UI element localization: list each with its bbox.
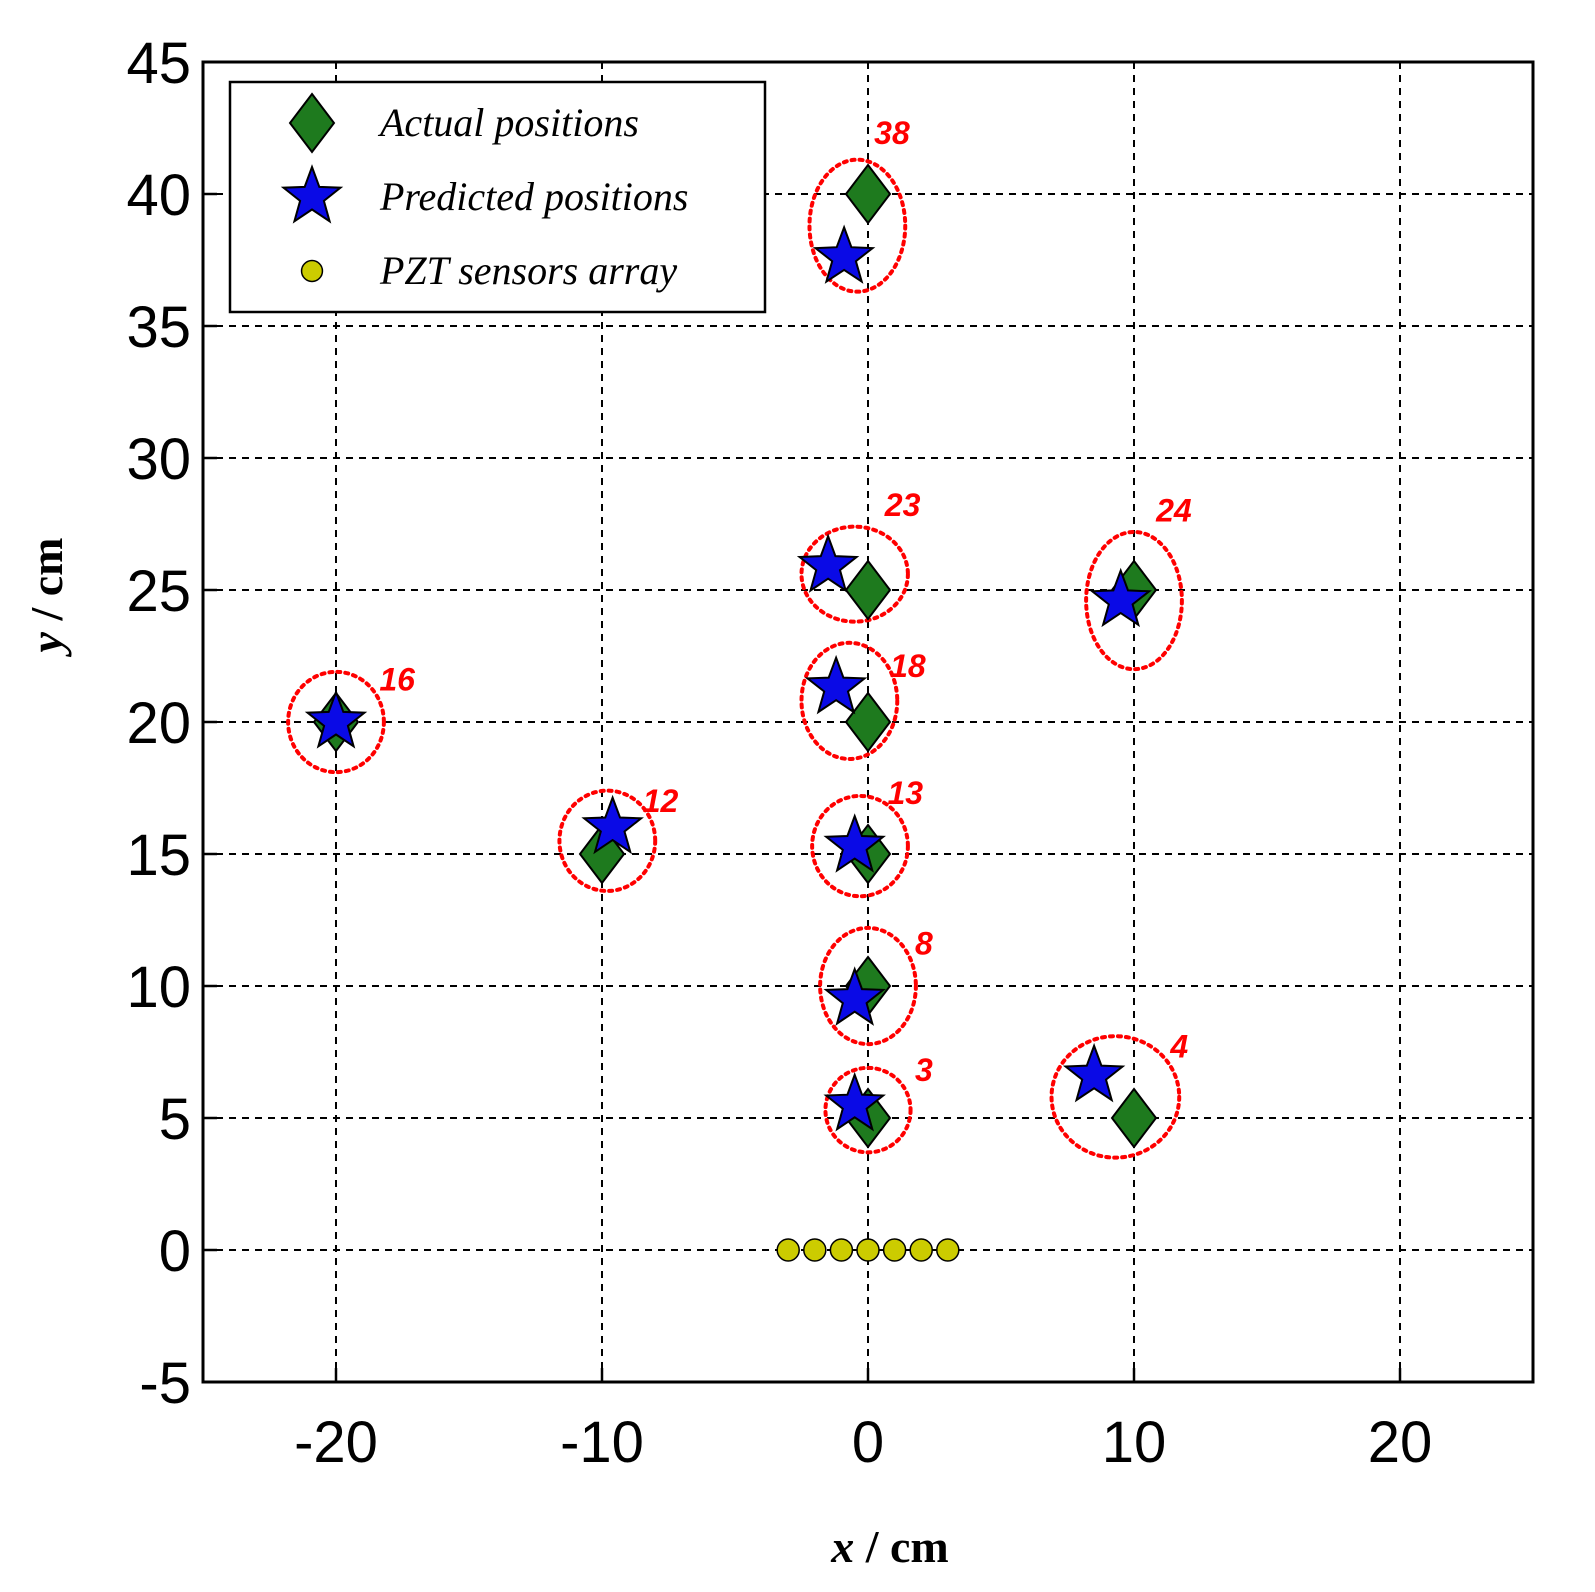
y-tick-label: 25 — [126, 559, 191, 624]
y-tick-label: 45 — [126, 31, 191, 96]
predicted-position-marker — [304, 689, 368, 749]
y-axis-unit: / cm — [21, 538, 72, 633]
actual-position-marker — [844, 559, 892, 621]
pzt-sensor-marker — [909, 1238, 933, 1262]
annotation-ellipse-18 — [799, 640, 900, 761]
pzt-sensor-marker — [829, 1238, 854, 1262]
annotation-label-23: 23 — [884, 487, 921, 523]
annotation-label-13: 13 — [887, 775, 923, 811]
y-tick-label: 30 — [126, 427, 191, 492]
predicted-position-marker — [823, 1071, 886, 1132]
pzt-sensor-marker — [803, 1238, 827, 1262]
plot-frame — [201, 60, 1535, 1384]
annotation-label-24: 24 — [1155, 492, 1192, 528]
x-axis-unit: / cm — [854, 1521, 949, 1572]
predicted-position-marker — [796, 533, 860, 593]
predicted-position-marker — [1089, 567, 1152, 628]
y-tick-label: 20 — [126, 691, 191, 756]
annotation-ellipse-3 — [823, 1065, 913, 1155]
y-axis-title: y / cm — [21, 538, 72, 658]
x-tick-label: -20 — [294, 1410, 378, 1475]
tick-labels: -20 -10 0 10 20 -5 0 5 10 15 20 25 30 35 40 45 — [126, 31, 1432, 1475]
legend-items: Actual positions Predicted positions PZT s… — [280, 92, 688, 293]
y-tick-label: -5 — [139, 1351, 191, 1416]
legend-marker-circle — [300, 259, 324, 283]
pzt-sensor-marker — [776, 1238, 800, 1262]
x-axis-title: x / cm — [830, 1521, 949, 1572]
y-tick-label: 40 — [126, 163, 191, 228]
predicted-position-marker — [823, 966, 886, 1026]
predicted-position-marker — [1062, 1042, 1126, 1103]
y-tick-label: 5 — [159, 1087, 191, 1152]
annotation-ellipse-23 — [799, 524, 910, 624]
predicted-position-marker — [823, 813, 886, 873]
legend-marker-diamond — [288, 92, 336, 154]
annotation-ellipse-13 — [810, 793, 910, 899]
pzt-sensor-marker — [882, 1238, 907, 1262]
annotation-ellipse-38 — [807, 157, 908, 294]
predicted-position-marker — [812, 224, 876, 284]
actual-position-marker — [1110, 1087, 1158, 1149]
annotation-label-8: 8 — [915, 925, 933, 961]
y-tick-label: 15 — [126, 823, 191, 888]
x-tick-label: 0 — [852, 1410, 884, 1475]
y-axis-variable: y — [21, 631, 72, 657]
annotation-label-4: 4 — [1169, 1028, 1188, 1064]
annotation-label-18: 18 — [890, 648, 926, 684]
annotation-ellipse-4 — [1049, 1034, 1182, 1160]
x-tick-label: -10 — [560, 1410, 644, 1475]
annotation-label-12: 12 — [643, 783, 679, 819]
annotation-ellipse-12 — [557, 788, 658, 893]
pzt-sensor-marker — [936, 1238, 960, 1262]
annotation-ellipses: 38 23 24 18 16 12 13 8 3 4 — [286, 115, 1192, 1160]
predicted-position-marker — [581, 794, 644, 855]
annotation-ellipse-16 — [286, 669, 386, 775]
legend-label-diamond: Actual positions — [377, 100, 639, 145]
annotation-label-16: 16 — [379, 661, 415, 697]
annotation-label-3: 3 — [915, 1052, 933, 1088]
pzt-sensor-marker — [856, 1238, 880, 1262]
y-tick-label: 10 — [126, 955, 191, 1020]
x-tick-label: 10 — [1102, 1410, 1167, 1475]
x-axis-variable: x — [830, 1521, 854, 1572]
actual-position-marker — [844, 163, 892, 225]
predicted-position-marker — [804, 654, 868, 715]
annotation-label-38: 38 — [874, 115, 910, 151]
legend-marker-star — [280, 164, 344, 224]
y-tick-label: 0 — [159, 1219, 191, 1284]
x-tick-label: 20 — [1368, 1410, 1433, 1475]
annotation-ellipse-8 — [818, 925, 918, 1047]
y-tick-label: 35 — [126, 295, 191, 360]
data-markers — [304, 163, 1158, 1262]
legend-label-star: Predicted positions — [379, 174, 688, 219]
annotation-ellipse-24 — [1084, 529, 1184, 672]
legend-label-circle: PZT sensors array — [379, 248, 677, 293]
legend: Actual positions Predicted positions PZT s… — [228, 80, 767, 314]
